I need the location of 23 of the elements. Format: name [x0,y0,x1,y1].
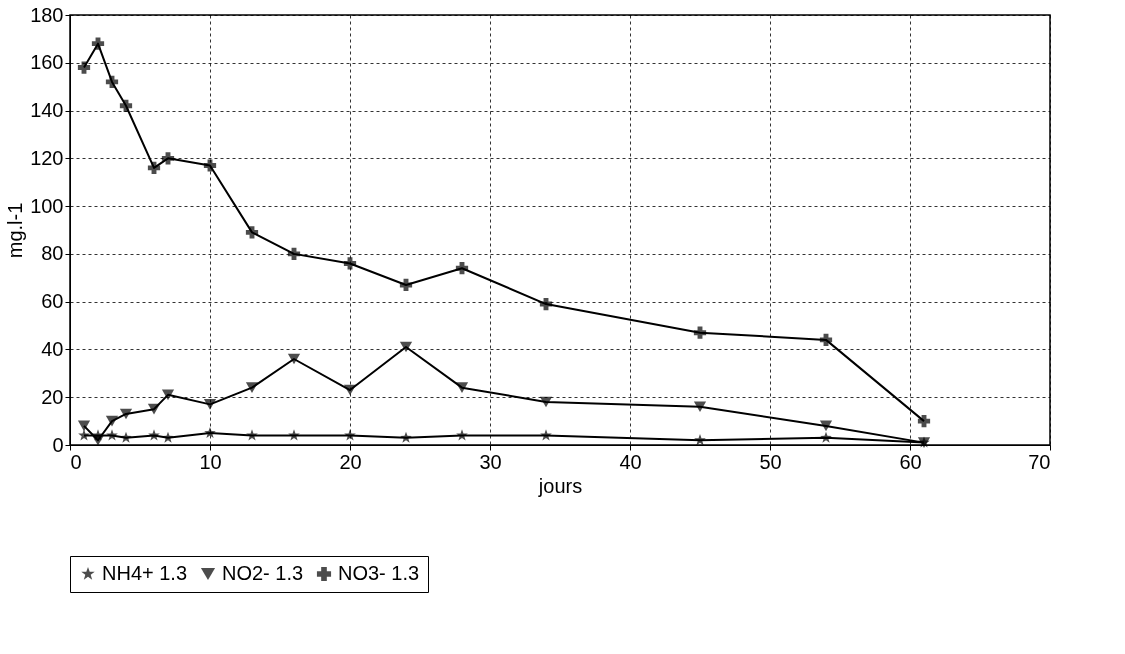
y-tick-label: 160 [30,51,64,74]
y-tick-label: 0 [52,433,64,456]
y-tick-label: 40 [41,337,64,360]
y-axis-title: mg.l-1 [4,202,27,259]
y-tick-label: 80 [41,242,64,265]
legend-label: NH4+ 1.3 [102,562,188,584]
x-tick-label: 40 [619,450,642,473]
y-tick-label: 100 [30,194,64,217]
legend-label: NO2- 1.3 [222,562,304,584]
legend-label: NO3- 1.3 [338,562,420,584]
y-tick-label: 140 [30,99,64,122]
y-tick-label: 120 [30,146,64,169]
x-tick-label: 10 [199,450,222,473]
y-tick-label: 60 [41,290,64,313]
x-tick-label: 50 [759,450,782,473]
x-axis-title: jours [537,474,583,497]
x-tick-label: 30 [479,450,502,473]
x-tick-label: 70 [1028,450,1051,473]
y-tick-label: 20 [41,385,64,408]
x-tick-label: 0 [70,450,82,473]
x-tick-label: 60 [899,450,922,473]
x-tick-label: 20 [339,450,362,473]
y-tick-label: 180 [30,3,64,26]
